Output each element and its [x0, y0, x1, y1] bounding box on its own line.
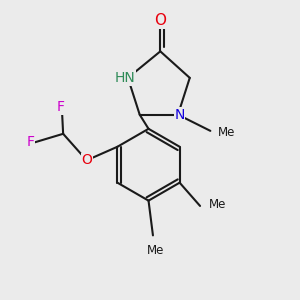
Text: N: N — [174, 108, 184, 122]
Text: O: O — [81, 153, 92, 167]
Text: F: F — [56, 100, 64, 114]
Text: F: F — [26, 135, 34, 149]
Text: HN: HN — [115, 71, 135, 85]
Text: Me: Me — [218, 126, 235, 139]
Text: Me: Me — [147, 244, 165, 257]
Text: Me: Me — [209, 198, 226, 211]
Text: O: O — [154, 13, 166, 28]
